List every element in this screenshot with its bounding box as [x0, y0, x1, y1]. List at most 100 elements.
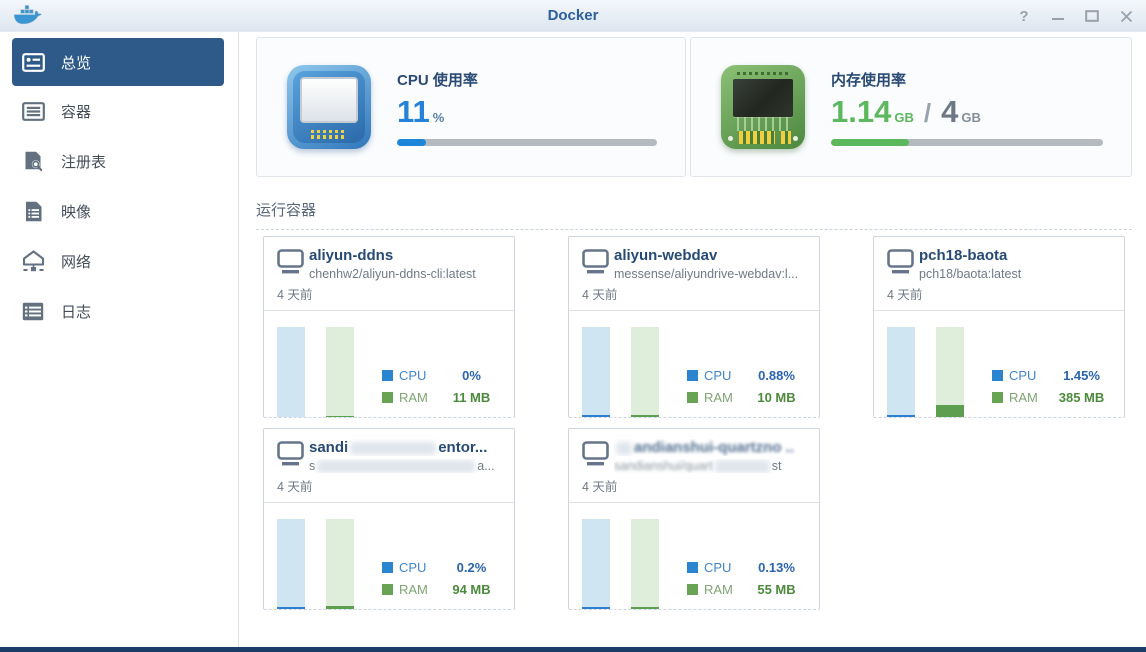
cpu-bar — [277, 327, 305, 417]
container-age: 4 天前 — [887, 288, 923, 302]
container-usage-chart: CPU 0.13% RAM 55 MB — [569, 503, 819, 609]
cpu-chip-icon — [287, 65, 371, 149]
cpu-legend-label: CPU — [1009, 367, 1037, 383]
container-name: sandi entor... — [309, 439, 488, 456]
ram-bar — [631, 519, 659, 609]
container-image: messense/aliyundrive-webdav:l... — [614, 267, 799, 281]
cpu-bar — [582, 519, 610, 609]
container-card-blurred-2[interactable]: andianshui-quartzno .. sandianshui/quart… — [568, 428, 820, 610]
cpu-value: 0.88% — [758, 367, 795, 383]
cpu-bar — [582, 327, 610, 417]
ram-legend-swatch — [687, 583, 698, 595]
ram-legend-swatch — [382, 391, 393, 403]
ram-bar — [936, 327, 964, 417]
cpu-usage-unit: % — [432, 109, 445, 125]
sidebar-item-log[interactable]: 日志 — [12, 286, 224, 336]
sidebar-item-image[interactable]: 映像 — [12, 186, 224, 236]
maximize-icon — [1085, 10, 1099, 22]
window-bottom-edge — [0, 647, 1146, 652]
ram-legend-swatch — [382, 583, 393, 595]
help-button[interactable]: ? — [1019, 7, 1029, 25]
memory-progress-bar — [831, 138, 1103, 146]
cpu-value: 0.2% — [456, 559, 487, 575]
cpu-usage-value: 11 — [397, 93, 430, 129]
ram-legend-label: RAM — [704, 581, 733, 597]
cpu-legend-swatch — [687, 369, 698, 381]
container-cards-grid: aliyun-ddns chenhw2/aliyun-ddns-cli:late… — [263, 236, 1146, 610]
cpu-legend-label: CPU — [704, 367, 732, 383]
cpu-value: 0.13% — [758, 559, 795, 575]
container-age: 4 天前 — [582, 288, 618, 302]
main-content: CPU 使用率 11 % 内存使用率 1.14 GB — [240, 32, 1146, 647]
cpu-value: 1.45% — [1063, 367, 1100, 383]
blurred-text — [317, 460, 476, 474]
cpu-legend-swatch — [382, 369, 393, 381]
cpu-legend-label: CPU — [399, 559, 427, 575]
sidebar: 总览 容器 注册表 — [0, 32, 239, 647]
sidebar-item-label: 注册表 — [61, 153, 107, 171]
sidebar-item-registry[interactable]: 注册表 — [12, 136, 224, 186]
container-usage-chart: CPU 1.45% RAM 385 MB — [874, 311, 1124, 417]
registry-icon — [21, 151, 45, 172]
blurred-text — [616, 441, 632, 455]
memory-used-value: 1.14 — [831, 93, 892, 129]
ram-value: 10 MB — [757, 389, 796, 405]
window-title: Docker — [547, 7, 599, 24]
sidebar-item-overview[interactable]: 总览 — [12, 38, 224, 86]
docker-whale-icon — [13, 3, 43, 33]
ram-value: 55 MB — [757, 581, 796, 597]
ram-value: 11 MB — [452, 389, 491, 405]
memory-total-unit: GB — [961, 109, 981, 125]
container-usage-chart: CPU 0.2% RAM 94 MB — [264, 503, 514, 609]
ram-bar — [631, 327, 659, 417]
sidebar-item-containers[interactable]: 容器 — [12, 86, 224, 136]
network-icon — [21, 250, 45, 272]
minimize-icon — [1052, 17, 1064, 21]
minimize-button[interactable] — [1048, 5, 1068, 27]
close-button[interactable] — [1116, 5, 1136, 27]
container-icon — [582, 249, 609, 280]
memory-used-unit: GB — [894, 109, 914, 125]
cpu-value: 0% — [462, 367, 481, 383]
container-card-aliyun-ddns[interactable]: aliyun-ddns chenhw2/aliyun-ddns-cli:late… — [263, 236, 515, 418]
container-age: 4 天前 — [582, 480, 618, 495]
maximize-button[interactable] — [1082, 5, 1102, 27]
container-usage-chart: CPU 0.88% RAM 10 MB — [569, 311, 819, 417]
cpu-legend-label: CPU — [704, 559, 732, 575]
cpu-bar — [887, 327, 915, 417]
log-icon — [21, 302, 45, 321]
container-image: pch18/baota:latest — [919, 267, 1022, 281]
ram-legend-label: RAM — [704, 389, 733, 405]
container-card-pch18-baota[interactable]: pch18-baota pch18/baota:latest 4 天前 CPU 1… — [873, 236, 1125, 418]
overview-icon — [21, 52, 45, 72]
container-image: sandianshui/quart st — [614, 459, 782, 474]
sidebar-item-label: 日志 — [61, 303, 92, 321]
container-name: pch18-baota — [919, 247, 1008, 264]
container-usage-chart: CPU 0% RAM 11 MB — [264, 311, 514, 417]
cpu-legend-label: CPU — [399, 367, 427, 383]
cpu-usage-label: CPU 使用率 — [397, 71, 478, 89]
cpu-legend-swatch — [382, 561, 393, 573]
container-name: aliyun-webdav — [614, 247, 718, 264]
container-card-aliyun-webdav[interactable]: aliyun-webdav messense/aliyundrive-webda… — [568, 236, 820, 418]
cpu-bar — [277, 519, 305, 609]
cpu-legend-swatch — [687, 561, 698, 573]
sidebar-item-label: 总览 — [61, 54, 92, 72]
image-icon — [21, 201, 45, 222]
sidebar-item-label: 映像 — [61, 203, 92, 221]
sidebar-item-label: 网络 — [61, 253, 92, 271]
ram-legend-label: RAM — [399, 581, 428, 597]
container-age: 4 天前 — [277, 480, 313, 495]
ram-legend-label: RAM — [1009, 389, 1038, 405]
container-age: 4 天前 — [277, 288, 313, 302]
memory-total-value: 4 — [941, 93, 959, 129]
container-card-blurred-1[interactable]: sandi entor... s a... 4 天前 CPU 0.2% RAM 94 M… — [263, 428, 515, 610]
memory-usage-card: 内存使用率 1.14 GB / 4 GB — [690, 37, 1132, 177]
ram-value: 94 MB — [452, 581, 491, 597]
sidebar-item-network[interactable]: 网络 — [12, 236, 224, 286]
memory-divider: / — [923, 97, 932, 128]
memory-usage-label: 内存使用率 — [831, 71, 907, 89]
ram-bar — [326, 519, 354, 609]
close-icon — [1120, 10, 1132, 22]
cpu-usage-card: CPU 使用率 11 % — [256, 37, 686, 177]
